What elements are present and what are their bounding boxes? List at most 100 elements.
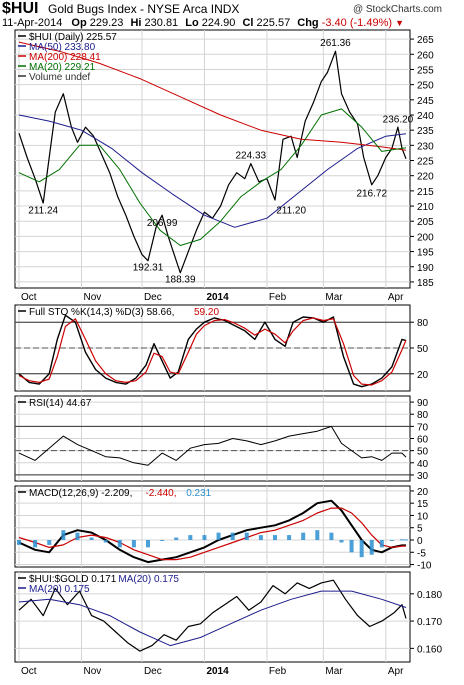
y-tick-label: 235	[417, 126, 434, 137]
histogram-bar	[131, 540, 136, 548]
histogram-bar	[75, 532, 80, 540]
y-tick-label: 20	[417, 487, 429, 498]
histogram-bar	[359, 540, 364, 558]
legend-entry: 0.231	[186, 488, 211, 499]
y-tick-label: 205	[417, 217, 434, 228]
series-line-4-1	[18, 590, 407, 647]
panel-frame	[14, 485, 411, 568]
y-tick-label: 255	[417, 65, 434, 76]
x-tick-label: Mar	[325, 292, 343, 303]
histogram-bar	[404, 539, 408, 541]
y-tick-label: 260	[417, 50, 434, 61]
quote-line: 11-Apr-2014 Op 229.23 Hi 230.81 Lo 224.9…	[2, 17, 404, 29]
high-value: 230.81	[144, 17, 179, 29]
y-tick-label: 220	[417, 172, 434, 183]
series-line-0-3	[18, 108, 407, 246]
histogram-bar	[369, 540, 374, 555]
x-tick-label: Nov	[83, 666, 101, 677]
price-annotation: 236.20	[383, 115, 414, 126]
series-line-0-1	[18, 114, 407, 228]
series-line-0-0	[18, 50, 407, 274]
down-arrow-icon: ▼	[395, 18, 405, 28]
y-tick-label: 50	[417, 344, 429, 355]
histogram-bar	[329, 532, 334, 540]
series-line-2-0	[18, 425, 407, 466]
histogram-bar	[389, 540, 394, 541]
y-tick-label: 245	[417, 96, 434, 107]
series-line-1-1	[18, 317, 407, 386]
y-tick-label: 40	[417, 459, 429, 470]
panel-4: 0.160 0.170 0.180 $HUI:$GOLD 0.171 MA(20) 0.…	[14, 571, 442, 663]
price-annotation: 211.24	[28, 205, 58, 216]
series-line-1-0	[18, 314, 407, 388]
y-tick-label: 80	[417, 318, 429, 329]
panel-1: 20 50 80 Full STO %K(14,3) %D(3) 58.66, 59.2…	[14, 304, 429, 392]
histogram-bar	[202, 535, 207, 540]
histogram-bar	[17, 540, 21, 545]
x-tick-label: Mar	[325, 666, 343, 677]
price-annotation: 192.31	[133, 263, 164, 274]
y-tick-label: 30	[417, 471, 429, 482]
legend-entry: MA(200) 228.41	[29, 52, 101, 63]
chart-title: Gold Bugs Index - NYSE Arca INDX	[48, 2, 240, 16]
histogram-bar	[61, 530, 66, 540]
quote-date: 11-Apr-2014	[2, 17, 63, 29]
x-tick-label: Oct	[21, 666, 37, 677]
y-tick-label: 70	[417, 422, 429, 433]
y-tick-label: 225	[417, 157, 434, 168]
histogram-bar	[216, 532, 221, 540]
y-tick-label: 60	[417, 435, 429, 446]
x-tick-label: 2014	[206, 292, 229, 303]
legend-entry: MA(20) 0.175	[29, 584, 90, 595]
x-tick-label: Dec	[144, 292, 162, 303]
high-label: Hi	[130, 17, 142, 29]
histogram-bar	[103, 540, 108, 543]
histogram-bar	[33, 540, 38, 548]
low-value: 224.90	[201, 17, 236, 29]
legend-entry: Volume undef	[29, 72, 90, 83]
y-tick-label: -5	[417, 548, 426, 559]
price-annotation: 188.39	[165, 275, 196, 286]
x-tick-label: Feb	[269, 292, 287, 303]
histogram-bar	[272, 535, 277, 540]
series-line-3-1	[18, 507, 407, 561]
x-tick-label: Apr	[388, 292, 404, 303]
legend-entry: Full STO %K(14,3) %D(3) 58.66,	[29, 307, 174, 318]
y-tick-label: -10	[417, 561, 432, 572]
y-tick-label: 195	[417, 248, 434, 259]
histogram-bar	[89, 537, 94, 540]
series-line-4-0	[18, 579, 407, 652]
y-tick-label: 200	[417, 232, 434, 243]
y-tick-label: 80	[417, 410, 429, 421]
legend-entry: $HUI:$GOLD 0.171	[29, 574, 117, 585]
x-tick-label: Nov	[83, 292, 101, 303]
histogram-bar	[399, 539, 404, 541]
price-annotation: 224.33	[236, 151, 267, 162]
histogram-bar	[188, 535, 193, 540]
y-tick-label: 240	[417, 111, 434, 122]
chart-symbol: $HUI	[2, 0, 39, 17]
y-tick-label: 10	[417, 511, 429, 522]
close-value: 225.57	[256, 17, 291, 29]
y-tick-label: 20	[417, 370, 429, 381]
histogram-bar	[301, 532, 306, 540]
y-tick-label: 215	[417, 187, 434, 198]
open-value: 229.23	[89, 17, 124, 29]
histogram-bar	[379, 540, 384, 548]
histogram-bar	[258, 535, 263, 540]
y-tick-label: 250	[417, 81, 434, 92]
histogram-bar	[244, 532, 249, 540]
open-label: Op	[71, 17, 87, 29]
x-tick-label: Feb	[269, 666, 287, 677]
panel-0: 1851901952002052102152202252302352402452…	[14, 29, 434, 289]
x-tick-label: Dec	[144, 666, 162, 677]
histogram-bar	[174, 537, 179, 540]
x-tick-label: Oct	[21, 292, 37, 303]
histogram-bar	[339, 540, 344, 543]
y-tick-label: 265	[417, 35, 434, 46]
y-tick-label: 15	[417, 499, 429, 510]
legend-entry: MACD(12,26,9) -2.209,	[29, 488, 132, 499]
